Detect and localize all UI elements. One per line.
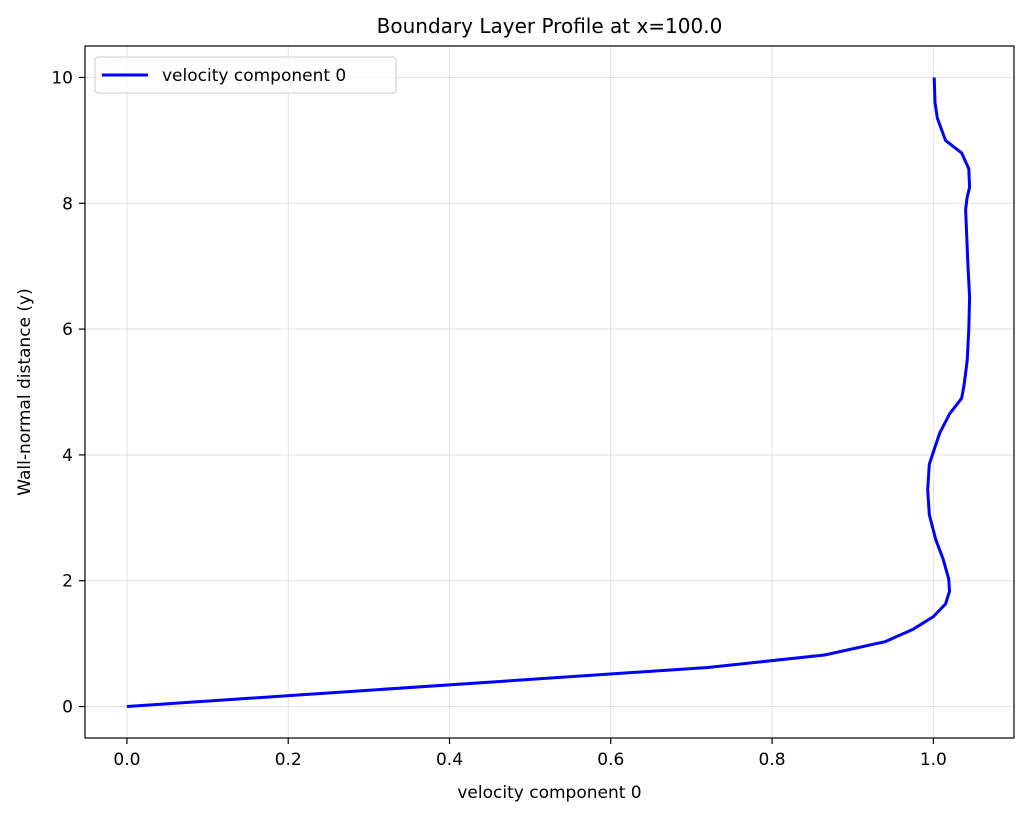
y-tick-label: 4 (62, 446, 73, 466)
x-axis-ticks: 0.0 0.2 0.4 0.6 0.8 1.0 (113, 738, 947, 770)
legend-label: velocity component 0 (162, 66, 346, 86)
chart-title: Boundary Layer Profile at x=100.0 (377, 14, 723, 38)
x-tick-label: 0.4 (436, 750, 463, 770)
x-tick-label: 0.2 (275, 750, 302, 770)
y-tick-label: 6 (62, 320, 73, 340)
y-axis-label: Wall-normal distance (y) (15, 288, 35, 495)
x-tick-label: 1.0 (920, 750, 947, 770)
x-tick-label: 0.8 (759, 750, 786, 770)
series-line (126, 77, 972, 708)
y-tick-label: 0 (62, 698, 73, 718)
x-tick-label: 0.6 (597, 750, 624, 770)
y-tick-label: 8 (62, 194, 73, 214)
series-layer (126, 77, 972, 708)
legend-box (94, 56, 397, 94)
x-tick-label: 0.0 (113, 750, 140, 770)
y-tick-label: 2 (62, 572, 73, 592)
y-axis-ticks: 0 2 4 6 8 10 (51, 68, 85, 718)
x-axis-label: velocity component 0 (457, 783, 641, 803)
plot-frame (84, 45, 1015, 739)
legend: velocity component 0 (94, 56, 397, 94)
y-tick-label: 10 (51, 68, 73, 88)
